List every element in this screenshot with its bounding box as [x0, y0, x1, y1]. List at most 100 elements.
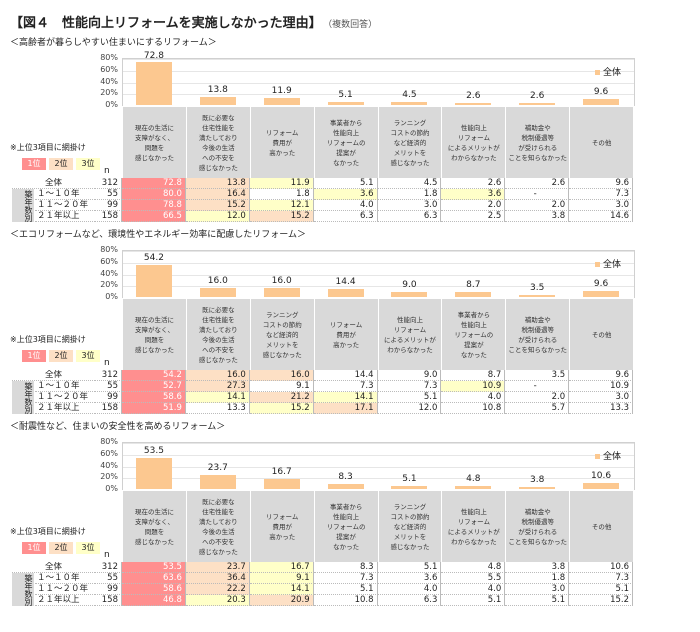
table-cell: 2.6 — [441, 178, 506, 189]
gridline — [123, 478, 634, 480]
table-cell: 5.1 — [313, 584, 378, 595]
rank-badge-3: 3位 — [76, 350, 100, 362]
table-cell: 10.6 — [569, 562, 633, 573]
column-header: 性能向上 リフォーム によるメリットが わからなかった — [441, 491, 506, 562]
table-cell: - — [505, 189, 570, 200]
column-header: リフォーム 費用が 高かった — [249, 491, 314, 562]
gridline — [123, 443, 634, 444]
table-cell: 5.1 — [505, 595, 570, 606]
n-label: n — [104, 166, 110, 176]
table-cell: 10.8 — [441, 403, 506, 414]
bar — [583, 99, 620, 105]
bar-value-label: 2.6 — [530, 91, 545, 102]
table-cell: 9.1 — [249, 573, 314, 584]
bar — [135, 457, 172, 489]
table-cell: 15.2 — [249, 403, 314, 414]
bar — [327, 102, 364, 105]
y-tick-label: 80% — [100, 53, 118, 62]
table-cell: 7.3 — [377, 381, 442, 392]
table-cell: 3.6 — [377, 573, 442, 584]
bar-value-label: 54.2 — [143, 253, 164, 264]
bar-value-label: 10.6 — [591, 470, 612, 481]
table-cell: 4.0 — [313, 200, 378, 211]
plot-area — [122, 442, 635, 490]
bar — [455, 486, 492, 489]
table-cell: 8.7 — [441, 370, 506, 381]
n-value: 99 — [95, 200, 122, 211]
n-value: 55 — [95, 381, 122, 392]
plot-area — [122, 58, 635, 106]
bar-value-label: 9.6 — [593, 279, 609, 290]
gridline — [123, 94, 634, 96]
table-cell: 3.5 — [505, 370, 570, 381]
table-cell: 13.8 — [185, 178, 250, 189]
table-cell: 16.4 — [185, 189, 250, 200]
bar — [263, 98, 300, 105]
gridline — [123, 59, 634, 60]
table-cell: 2.0 — [505, 392, 570, 403]
bar — [327, 288, 364, 297]
table-cell: 14.6 — [569, 211, 633, 222]
bar-value-label: 53.5 — [143, 445, 164, 456]
n-value: 312 — [95, 178, 122, 189]
column-header: 現在の生活に 支障がなく、 問題を 感じなかった — [122, 107, 186, 178]
column-header: その他 — [569, 299, 633, 370]
column-header: 事業者から 性能向上 リフォームの 提案が なかった — [313, 107, 378, 178]
column-header: ランニング コストの節約 など経済的 メリットを 感じなかった — [249, 299, 314, 370]
bar — [135, 265, 172, 297]
gridline — [123, 274, 634, 276]
table-cell: 14.4 — [313, 370, 378, 381]
bar — [455, 291, 492, 297]
bar — [199, 287, 236, 297]
y-tick-label: 80% — [100, 437, 118, 446]
y-tick-label: 40% — [100, 76, 118, 86]
table-cell: 5.1 — [313, 178, 378, 189]
row-label: １～１０年 — [35, 381, 95, 392]
rank-badge-1: 1位 — [22, 350, 46, 362]
table-cell: 2.6 — [505, 178, 570, 189]
y-tick-label: 80% — [100, 245, 118, 254]
y-tick-label: 60% — [100, 448, 118, 458]
bar-value-label: 5.1 — [402, 474, 417, 484]
table-cell: 80.0 — [122, 189, 186, 200]
y-tick-label: 20% — [100, 472, 118, 482]
row-label: １～１０年 — [35, 189, 95, 200]
column-header: 既に必要な 住宅性能を 満たしており 今後の生活 への不安を 感じなかった — [185, 107, 250, 178]
table-cell: 21.2 — [249, 392, 314, 403]
table-cell: 14.1 — [249, 584, 314, 595]
table-cell: 8.3 — [313, 562, 378, 573]
n-value: 312 — [95, 562, 122, 573]
legend: 全体 — [595, 260, 621, 271]
table-cell: 10.9 — [569, 381, 633, 392]
table-cell: 3.0 — [377, 200, 442, 211]
bar — [583, 482, 620, 489]
table-cell: 5.5 — [441, 573, 506, 584]
group-label: 築年数別 — [12, 381, 34, 414]
table-cell: 51.9 — [122, 403, 186, 414]
table-cell: 3.0 — [569, 392, 633, 403]
bar — [519, 486, 556, 489]
bar-value-label: 4.8 — [466, 474, 481, 485]
chart-subtitle: ＜エコリフォームなど、環境性やエネルギー効率に配慮したリフォーム＞ — [10, 230, 307, 240]
table-cell: 54.2 — [122, 370, 186, 381]
table-cell: 5.1 — [377, 392, 442, 403]
gridline — [123, 251, 634, 252]
bar-value-label: 16.7 — [271, 467, 292, 478]
table-cell: 1.8 — [249, 189, 314, 200]
n-value: 312 — [95, 370, 122, 381]
n-value: 99 — [95, 584, 122, 595]
table-cell: 1.8 — [505, 573, 570, 584]
gridline — [123, 286, 634, 288]
rank-badge-3: 3位 — [76, 158, 100, 170]
column-header: 現在の生活に 支障がなく、 問題を 感じなかった — [122, 299, 186, 370]
chart-panel: ＜エコリフォームなど、環境性やエネルギー効率に配慮したリフォーム＞ 80% 60% 4… — [0, 230, 700, 420]
table-cell: 7.3 — [569, 189, 633, 200]
table-cell: 4.8 — [441, 562, 506, 573]
table-cell: 3.0 — [505, 584, 570, 595]
table-cell: 13.3 — [185, 403, 250, 414]
rank-badge-2: 2位 — [49, 158, 73, 170]
table-cell: 15.2 — [249, 211, 314, 222]
rank-badge-3: 3位 — [76, 542, 100, 554]
row-label: 全体 — [12, 562, 95, 573]
